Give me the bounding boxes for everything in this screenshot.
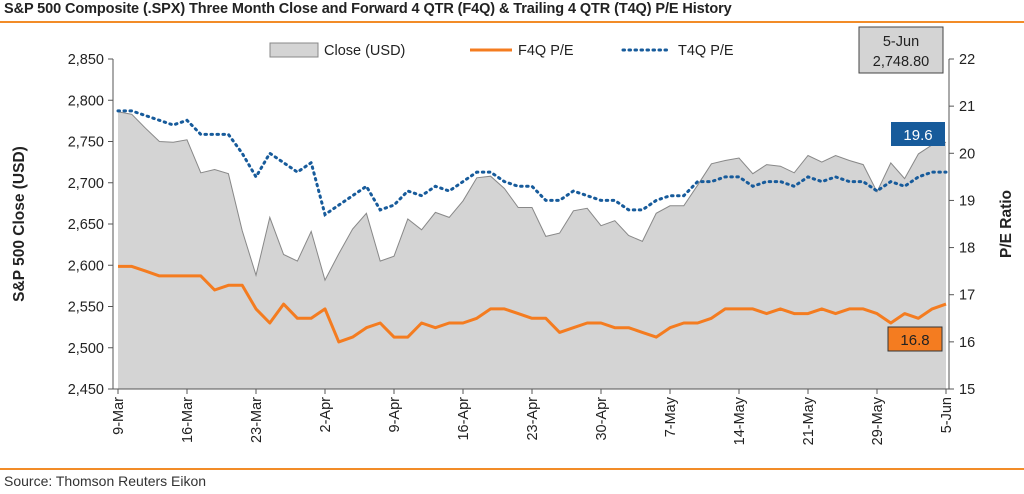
date-box-value: 2,748.80 xyxy=(873,54,929,70)
legend-close-label: Close (USD) xyxy=(324,43,405,59)
left-axis-tick-label: 2,750 xyxy=(68,135,104,151)
left-axis-tick-label: 2,500 xyxy=(68,341,104,357)
close-area xyxy=(118,111,946,390)
left-axis-tick-label: 2,800 xyxy=(68,93,104,109)
x-axis-tick-label: 2-Apr xyxy=(318,397,334,433)
title-rule xyxy=(0,21,1024,23)
right-axis-tick-label: 18 xyxy=(959,241,975,257)
right-axis-tick-label: 21 xyxy=(959,99,975,115)
legend-close-swatch xyxy=(269,42,319,58)
right-axis-tick-label: 15 xyxy=(959,382,975,398)
date-box-date: 5-Jun xyxy=(883,34,919,50)
x-axis-tick-label: 14-May xyxy=(732,396,748,445)
date-box-annotation: 5-Jun 2,748.80 xyxy=(858,26,944,74)
left-axis-tick-label: 2,650 xyxy=(68,217,104,233)
f4q-last-callout: 16.8 xyxy=(887,326,943,352)
x-axis-tick-label: 9-Mar xyxy=(111,397,127,435)
chart: 2,450 2,500 2,550 2,600 2,650 2,700 2,750 2,800… xyxy=(11,26,1015,445)
t4q-last-value: 19.6 xyxy=(903,127,932,144)
x-axis-tick-label: 16-Mar xyxy=(180,397,196,443)
x-axis-tick-label: 29-May xyxy=(870,396,886,445)
date-box xyxy=(858,26,944,74)
f4q-last-value: 16.8 xyxy=(900,332,929,349)
right-axis-title: P/E Ratio xyxy=(998,190,1015,258)
right-axis-tick-label: 19 xyxy=(959,193,975,209)
right-axis-tick-label: 22 xyxy=(959,52,975,68)
right-axis-tick-label: 17 xyxy=(959,288,975,304)
t4q-last-box xyxy=(891,122,945,146)
x-axis-tick-label: 30-Apr xyxy=(594,397,610,441)
left-axis-title: S&P 500 Close (USD) xyxy=(11,146,28,302)
close-outline xyxy=(117,111,947,282)
right-axis-tick-label: 20 xyxy=(959,146,975,162)
left-axis-tick-label: 2,550 xyxy=(68,300,104,316)
x-axis-tick-label: 7-May xyxy=(663,396,679,437)
x-axis-tick-label: 16-Apr xyxy=(456,397,472,441)
left-axis-tick-label: 2,700 xyxy=(68,176,104,192)
right-axis-tick-label: 16 xyxy=(959,335,975,351)
x-axis-tick-label: 21-May xyxy=(801,396,817,445)
left-axis-tick-label: 2,850 xyxy=(68,52,104,68)
t4q-last-callout: 19.6 xyxy=(891,122,945,146)
left-axis-tick-label: 2,600 xyxy=(68,258,104,274)
t4q-line xyxy=(116,109,948,218)
x-axis-tick-label: 5-Jun xyxy=(939,397,955,433)
x-axis-tick-label: 23-Mar xyxy=(249,397,265,443)
legend-f4q-label: F4Q P/E xyxy=(518,43,574,59)
legend: Close (USD) F4Q P/E T4Q P/E xyxy=(269,42,734,59)
x-axis-tick-label: 23-Apr xyxy=(525,397,541,441)
x-axis-tick-label: 9-Apr xyxy=(387,397,403,433)
chart-title: S&P 500 Composite (.SPX) Three Month Clo… xyxy=(4,1,732,17)
left-axis-tick-label: 2,450 xyxy=(68,382,104,398)
f4q-line xyxy=(118,264,947,344)
source-note: Source: Thomson Reuters Eikon xyxy=(4,473,207,489)
legend-t4q-label: T4Q P/E xyxy=(678,43,734,59)
footer-rule xyxy=(0,468,1024,470)
f4q-last-box xyxy=(887,326,943,352)
